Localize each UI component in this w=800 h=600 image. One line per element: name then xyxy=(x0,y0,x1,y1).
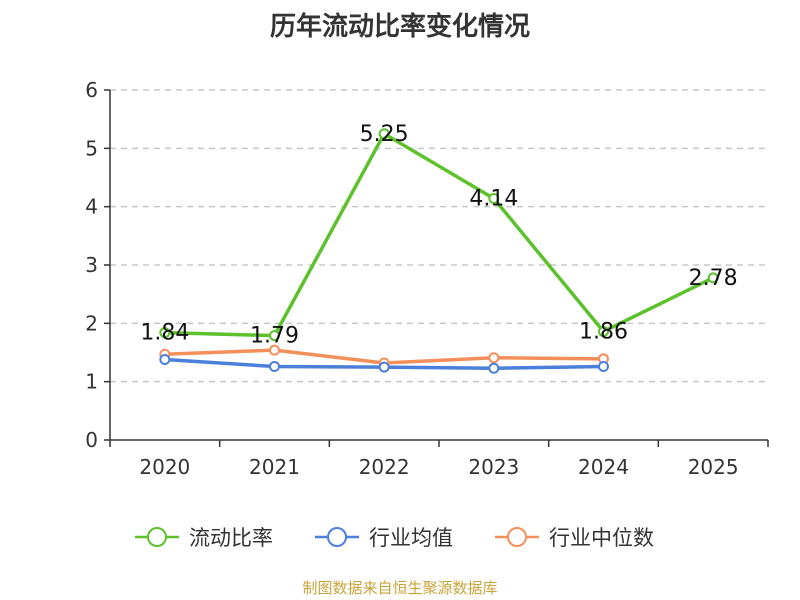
legend-label: 行业中位数 xyxy=(549,526,654,550)
data-label: 4.14 xyxy=(469,187,518,212)
data-label: 2.78 xyxy=(689,266,738,291)
data-point xyxy=(488,193,500,204)
data-point xyxy=(159,327,171,339)
data-point xyxy=(707,272,719,284)
x-tick-label: 2024 xyxy=(578,455,629,479)
data-point xyxy=(598,361,609,372)
y-tick-label: 3 xyxy=(85,253,98,277)
x-tick-label: 2020 xyxy=(139,455,190,479)
y-tick-label: 2 xyxy=(85,311,98,335)
legend-marker xyxy=(327,527,347,547)
data-point xyxy=(269,330,280,342)
x-tick-label: 2021 xyxy=(249,455,300,479)
y-tick-label: 5 xyxy=(85,136,98,160)
data-point xyxy=(488,362,500,374)
axes: 0 1 2 3 4 5 6 2020 2021 2022 2023 2024 2025 xyxy=(85,78,769,479)
legend-label: 行业均值 xyxy=(369,526,453,550)
chart-title: 历年流动比率变化情况 xyxy=(269,12,530,42)
source-footer: 制图数据来自恒生聚源数据库 xyxy=(302,579,498,597)
data-point xyxy=(378,128,390,140)
data-point xyxy=(598,326,609,337)
series-points xyxy=(159,128,719,374)
legend: 流动比率 行业均值 行业中位数 xyxy=(135,526,654,550)
series-line xyxy=(164,132,714,338)
data-label: 1.79 xyxy=(250,324,299,349)
data-point xyxy=(378,361,390,373)
data-point xyxy=(269,344,280,356)
legend-marker xyxy=(147,527,167,547)
data-point xyxy=(269,361,280,372)
legend-label: 流动比率 xyxy=(189,526,273,550)
data-point xyxy=(159,354,171,365)
legend-marker xyxy=(507,527,527,547)
y-tick-label: 4 xyxy=(85,195,98,219)
data-point xyxy=(488,352,500,364)
x-tick-label: 2023 xyxy=(468,455,519,479)
x-tick-label: 2025 xyxy=(688,455,739,479)
data-label: 1.86 xyxy=(579,320,628,345)
x-tick-label: 2022 xyxy=(359,455,410,479)
gridlines xyxy=(110,89,768,383)
y-tick-label: 0 xyxy=(85,428,98,452)
data-label: 1.84 xyxy=(140,321,189,346)
y-tick-label: 1 xyxy=(85,370,98,394)
data-labels: 1.84 1.79 5.25 4.14 1.86 2.78 xyxy=(140,122,737,349)
series-lines xyxy=(164,132,714,370)
data-label: 5.25 xyxy=(360,122,409,147)
y-tick-label: 6 xyxy=(85,78,98,102)
